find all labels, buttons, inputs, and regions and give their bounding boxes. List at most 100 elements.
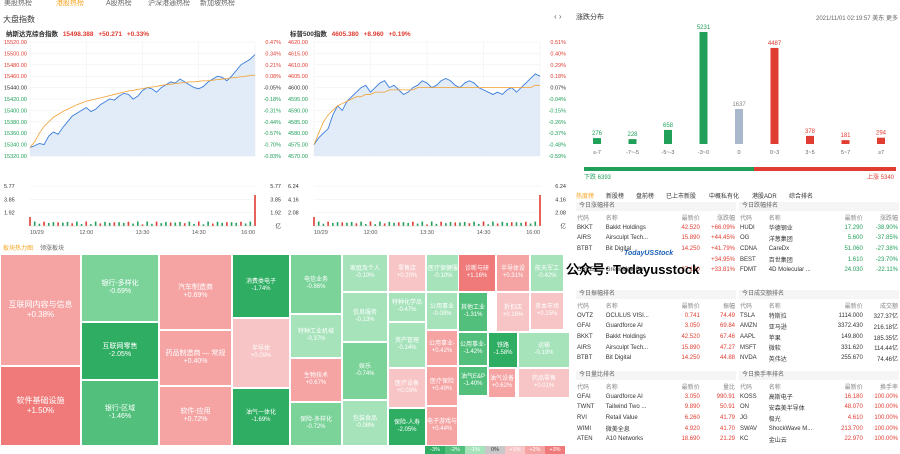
heatmap-tile[interactable]: 包装食品 -0.08% [342,400,388,446]
heatmap-tile[interactable]: 药品制造商 — 常规 +0.40% [159,330,232,386]
heatmap-tile[interactable]: 药品零售 +0.01% [518,368,570,398]
heatmap-tile[interactable]: 诊断与研 +1.16% [458,254,496,292]
tab-privatization[interactable]: 中概私有化 [709,194,740,200]
heatmap-tile[interactable]: 运输 -0.19% [518,332,570,368]
heatmap-tile-pct: +0.42% [431,348,453,354]
heatmap-tile[interactable]: 消费类电子 -1.74% [232,254,290,318]
losers-row[interactable]: FDMT 4D Molecular ... 24.030 -22.11% [739,265,899,276]
gainers-row[interactable]: BTBT Bit Digital 14.250 +41.79% [576,244,736,255]
heatmap-tile[interactable]: 航天军工 -0.42% [530,254,564,292]
heatmap-tile[interactable]: 医疗设备 +0.03% [388,368,426,408]
heatmap-tile[interactable]: 软件-应用 +0.72% [159,386,232,446]
tab-a-hot[interactable]: A股热榜 [106,0,132,7]
tab-us-hot[interactable]: 美股热榜 [4,0,32,7]
heatmap-tile[interactable]: 其他工业 -1.31% [458,292,488,332]
turnover-row[interactable]: AMZN 亚马逊 3372.430 216.18亿 [739,321,899,332]
gainers-row[interactable]: GREE Greenidge Ge... 27.190 +33.81% [576,265,736,276]
heatmap-tile[interactable]: 保险-人寿 -2.05% [388,408,426,446]
turnover-cell: 185.35亿 [873,335,898,342]
turnover-rate-row[interactable]: JG 极光 4.610 100.00% [739,413,899,424]
nasdaq-volume-bar [99,223,102,226]
losers-row[interactable]: HUDI 华德钢业 17.290 -38.90% [739,223,899,234]
gainers-cell: Greenidge Ge... [605,267,649,274]
turnover-rate-row[interactable]: KC 金山云 22.970 100.00% [739,434,899,445]
volume-ratio-row[interactable]: WIMI 微美全息 4.920 41.70 [576,423,736,434]
sp500-chart: 4620.00 0.51% 4615.00 0.40% 4610.00 0.29% 4605… [288,40,566,236]
heatmap-tile[interactable]: 资产管理 -0.14% [388,322,426,368]
turnover-row[interactable]: MSFT 微软 331.620 114.44亿 [739,342,899,353]
turnover-row[interactable]: TSLA 特斯拉 1114.000 327.37亿 [739,311,899,322]
turnover-row[interactable]: AAPL 苹果 149.800 185.35亿 [739,332,899,343]
heatmap-tile[interactable]: 生物技术 +0.67% [290,358,342,402]
turnover-rate-row[interactable]: SWAV ShockWave M... 213.700 100.00% [739,423,899,434]
tab-hk-adr[interactable]: 港股ADR [752,194,777,200]
volume-ratio-row[interactable]: RVI Retail Value 6.260 41.79 [576,413,736,424]
tab-hot[interactable]: 热度榜 [576,194,595,200]
turnover-rate-row[interactable]: ON 安森美半导体 48.070 100.00% [739,402,899,413]
tab-composite[interactable]: 综合排名 [789,194,814,200]
losers-row[interactable]: OG 洋葱集团 5.600 -37.85% [739,233,899,244]
heatmap-tile[interactable]: 零售店 +0.20% [388,254,426,292]
heatmap-tile[interactable]: 娱乐 -0.74% [342,342,388,400]
heatmap-tile[interactable]: 铁路 -1.58% [488,332,518,368]
heatmap-tile-name: 电信业务 [303,277,328,283]
gainers-row[interactable]: AIRS Airsculpt Tech... 15.890 +44.45% [576,233,736,244]
heatmap-tile[interactable]: 医疗保险 +0.49% [426,366,458,406]
heatmap-tile[interactable]: 半导体 +0.09% [232,318,290,388]
heatmap-tile[interactable]: 银行-多样化 -0.69% [81,254,159,322]
amplitude-row[interactable]: BTBT Bit Digital 14.250 44.88 [576,353,736,364]
heatmap-tile[interactable]: 汽车制造商 +0.69% [159,254,232,330]
turnover-row[interactable]: NVDA 英伟达 255.670 74.46亿 [739,353,899,364]
tab-connect-hot[interactable]: 沪深港通热榜 [148,0,190,7]
volume-ratio-row[interactable]: ATEN A10 Networks 18.690 21.29 [576,434,736,445]
sp500-volume-bar [539,195,541,226]
heatmap-tile[interactable]: 油气设备 +0.62% [488,368,516,398]
heatmap-tile-pct: +0.31% [502,273,524,279]
heatmap-tile[interactable]: 公用事业- +0.42% [426,330,458,366]
heatmap-tile[interactable]: 资本市场 +0.15% [530,292,564,330]
heatmap-tile[interactable]: 公用事业- -1.42% [458,332,488,366]
losers-row[interactable]: BEST 百世集团 1.610 -23.70% [739,254,899,265]
tab-hk-hot[interactable]: 港股热榜 [56,0,84,7]
heatmap-tile-pct: +0.15% [536,311,558,317]
heatmap-tile[interactable]: 银行-区域 -1.46% [81,380,159,446]
heatmap-tile[interactable]: 折扣店 +0.16% [496,292,530,332]
tab-heatmap[interactable]: 板块热力图 [3,246,34,252]
heatmap-tile[interactable]: 电子游戏与 +0.44% [426,406,458,446]
heatmap-tile[interactable]: 特种化学品 -0.47% [388,292,426,322]
heatmap-tile[interactable]: 油气E&P -1.40% [458,366,488,396]
more-link[interactable]: 更多 [885,16,898,22]
tab-premarket[interactable]: 盘前榜 [636,194,655,200]
heatmap-tile[interactable]: 保险-多样化 -0.72% [290,402,342,446]
tab-ipo[interactable]: 新股榜 [606,194,625,200]
turnover-rate-row[interactable]: KOSS 高斯电子 16.180 100.00% [739,392,899,403]
heatmap-tile[interactable]: 半导体设 +0.31% [496,254,530,292]
heatmap-tile[interactable]: 互联网零售 -2.05% [81,322,159,380]
heatmap-tile-pct: -0.37% [306,336,326,342]
volume-ratio-row[interactable]: GFAI Guardforce AI 3.050 990.91 [576,392,736,403]
tab-listed-ipo[interactable]: 已上市新股 [666,194,697,200]
tab-leading-sectors[interactable]: 领涨板块 [40,246,65,252]
heatmap-tile[interactable]: 软件基础设施 +1.50% [0,366,81,446]
amplitude-row[interactable]: AIRS Airsculpt Tech... 15.890 47.27 [576,342,736,353]
sp500-price: 4605.380 [331,31,359,38]
nav-arrows[interactable]: ‹ › [554,12,562,21]
heatmap-tile[interactable]: 特种工业机械 -0.37% [290,314,342,358]
amplitude-row[interactable]: OVTZ OCULUS VISI... 0.741 74.49 [576,311,736,322]
gainers-row[interactable]: BKKT Bakkt Holdings 42.520 +66.09% [576,223,736,234]
heatmap-tile[interactable]: 互联网内容与信息 +0.38% [0,254,81,366]
heatmap-tile[interactable]: 医疗保健服 -0.10% [426,254,460,292]
amplitude-row[interactable]: GFAI Guardforce AI 3.050 69.84 [576,321,736,332]
heatmap-tile[interactable]: 家庭及个人 -0.10% [342,254,388,292]
losers-row[interactable]: CDNA CareDx 51.060 -27.38% [739,244,899,255]
distribution-bin-label: -5~-3 [662,150,675,156]
gainers-row[interactable]: +34.95% [576,254,736,265]
tab-sg-hot[interactable]: 新加坡热榜 [200,0,235,7]
heatmap-tile[interactable]: 电信业务 -0.86% [290,254,342,314]
heatmap-tile[interactable]: 油气一体化 -1.69% [232,388,290,446]
heatmap-tile[interactable]: 信息服务 -0.13% [342,292,388,342]
turnover-cell: 微软 [768,346,781,353]
volume-ratio-row[interactable]: TWNT Tailwind Two ... 9.890 50.91 [576,402,736,413]
heatmap-tile[interactable]: 公用事业 -0.09% [426,292,458,330]
amplitude-row[interactable]: BKKT Bakkt Holdings 42.520 67.46 [576,332,736,343]
